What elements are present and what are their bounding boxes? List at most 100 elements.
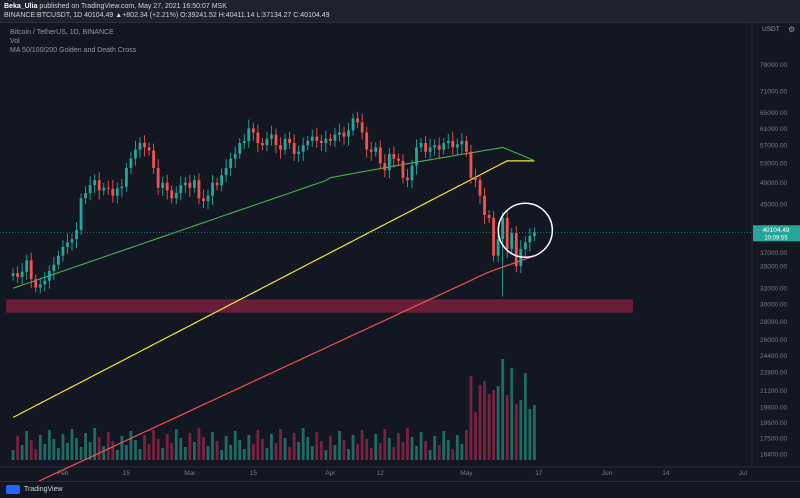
volume-bar	[351, 435, 355, 460]
volume-bar	[174, 429, 178, 460]
candle-body	[501, 217, 505, 240]
volume-bar	[401, 442, 405, 460]
volume-bar	[297, 442, 301, 460]
legend-indicator[interactable]: MA 50/100/200 Golden and Death Cross	[10, 47, 137, 54]
author-name[interactable]: Beka_Ulia	[4, 3, 38, 10]
candle-body	[464, 140, 468, 152]
y-tick-label: 49000.00	[760, 180, 787, 187]
candle-body	[161, 182, 165, 188]
candle-body	[16, 273, 20, 277]
candle-body	[129, 158, 133, 168]
volume-bar	[170, 443, 174, 460]
candle-body	[365, 132, 369, 150]
volume-bar	[428, 450, 432, 460]
volume-bar	[197, 428, 201, 460]
candle-body	[111, 188, 115, 196]
candle-body	[124, 167, 128, 187]
candle-body	[401, 160, 405, 178]
candle-body	[52, 264, 56, 272]
volume-bar	[487, 394, 491, 460]
volume-bar	[251, 444, 255, 460]
candle-body	[220, 175, 224, 186]
footer-brand: TradingView	[24, 486, 63, 493]
candle-body	[523, 242, 527, 249]
volume-bar	[220, 450, 224, 460]
volume-bar	[392, 447, 396, 460]
volume-bar	[510, 368, 514, 460]
y-tick-label: 16400.00	[760, 451, 787, 458]
volume-bar	[378, 443, 382, 460]
volume-bar	[70, 429, 74, 460]
volume-bar	[496, 386, 500, 460]
x-tick-label: Feb	[57, 470, 69, 477]
volume-bar	[333, 445, 337, 460]
volume-bar	[25, 431, 29, 460]
candle-body	[152, 150, 156, 168]
legend-volume[interactable]: Vol	[10, 38, 20, 45]
volume-bar	[274, 443, 278, 460]
legend-symbol[interactable]: Bitcoin / TetherUS, 1D, BINANCE	[10, 29, 114, 36]
candle-body	[342, 132, 346, 137]
volume-bar	[424, 441, 428, 460]
y-tick-label: 45000.00	[760, 201, 787, 208]
volume-bar	[111, 441, 115, 460]
x-tick-label: Jun	[602, 470, 613, 477]
volume-bar	[124, 445, 128, 460]
volume-bar	[138, 449, 142, 460]
candle-body	[469, 151, 473, 178]
volume-bar	[260, 439, 264, 460]
y-tick-label: 22800.00	[760, 370, 787, 377]
candle-body	[20, 271, 24, 277]
candle-body	[265, 138, 269, 146]
volume-bar	[433, 436, 437, 460]
volume-bar	[501, 359, 505, 460]
volume-bar	[75, 438, 78, 460]
volume-bar	[451, 449, 455, 460]
candle-body	[528, 236, 532, 243]
candle-body	[215, 182, 219, 186]
publish-info: published on TradingView.com, May 27, 20…	[39, 3, 227, 10]
candle-body	[451, 140, 455, 148]
volume-bar	[383, 429, 387, 460]
chart-legend: Bitcoin / TetherUS, 1D, BINANCE Vol MA 5…	[10, 28, 136, 55]
y-tick-label: 24400.00	[760, 353, 787, 360]
candle-body	[324, 138, 328, 144]
candle-body	[192, 180, 196, 188]
volume-bar	[464, 430, 468, 460]
volume-bar	[288, 447, 292, 460]
volume-bar	[224, 436, 228, 460]
volume-bar	[347, 449, 350, 460]
volume-bar	[387, 438, 391, 460]
candle-body	[174, 192, 178, 199]
candle-body	[93, 180, 97, 186]
y-tick-label: 32000.00	[760, 286, 787, 293]
volume-bar	[406, 428, 409, 460]
volume-bar	[301, 428, 305, 460]
candle-body	[378, 147, 382, 164]
candle-body	[510, 232, 514, 249]
volume-bar	[356, 444, 360, 460]
candle-body	[460, 140, 464, 145]
candle-body	[25, 260, 29, 272]
candle-body	[256, 132, 260, 144]
candle-body	[47, 271, 51, 281]
volume-bar	[183, 447, 187, 460]
volume-bar	[66, 443, 69, 460]
volume-bar	[56, 448, 60, 460]
candle-body	[338, 132, 341, 135]
volume-bar	[514, 404, 518, 460]
candle-body	[442, 143, 446, 150]
highlight-circle	[497, 202, 554, 259]
candle-body	[202, 198, 205, 202]
volume-bar	[52, 439, 56, 460]
candle-body	[233, 154, 237, 159]
volume-bar	[292, 433, 296, 460]
gear-icon[interactable]: ⚙	[788, 25, 796, 34]
volume-bar	[410, 437, 414, 460]
candle-body	[170, 190, 174, 199]
candle-body	[478, 180, 482, 196]
candle-body	[279, 145, 282, 150]
price-chart[interactable]: 79000.00 71000.00 65000.00 61000.00 57000.00…	[0, 22, 800, 481]
volume-bar	[29, 440, 33, 460]
candle-body	[415, 147, 418, 166]
